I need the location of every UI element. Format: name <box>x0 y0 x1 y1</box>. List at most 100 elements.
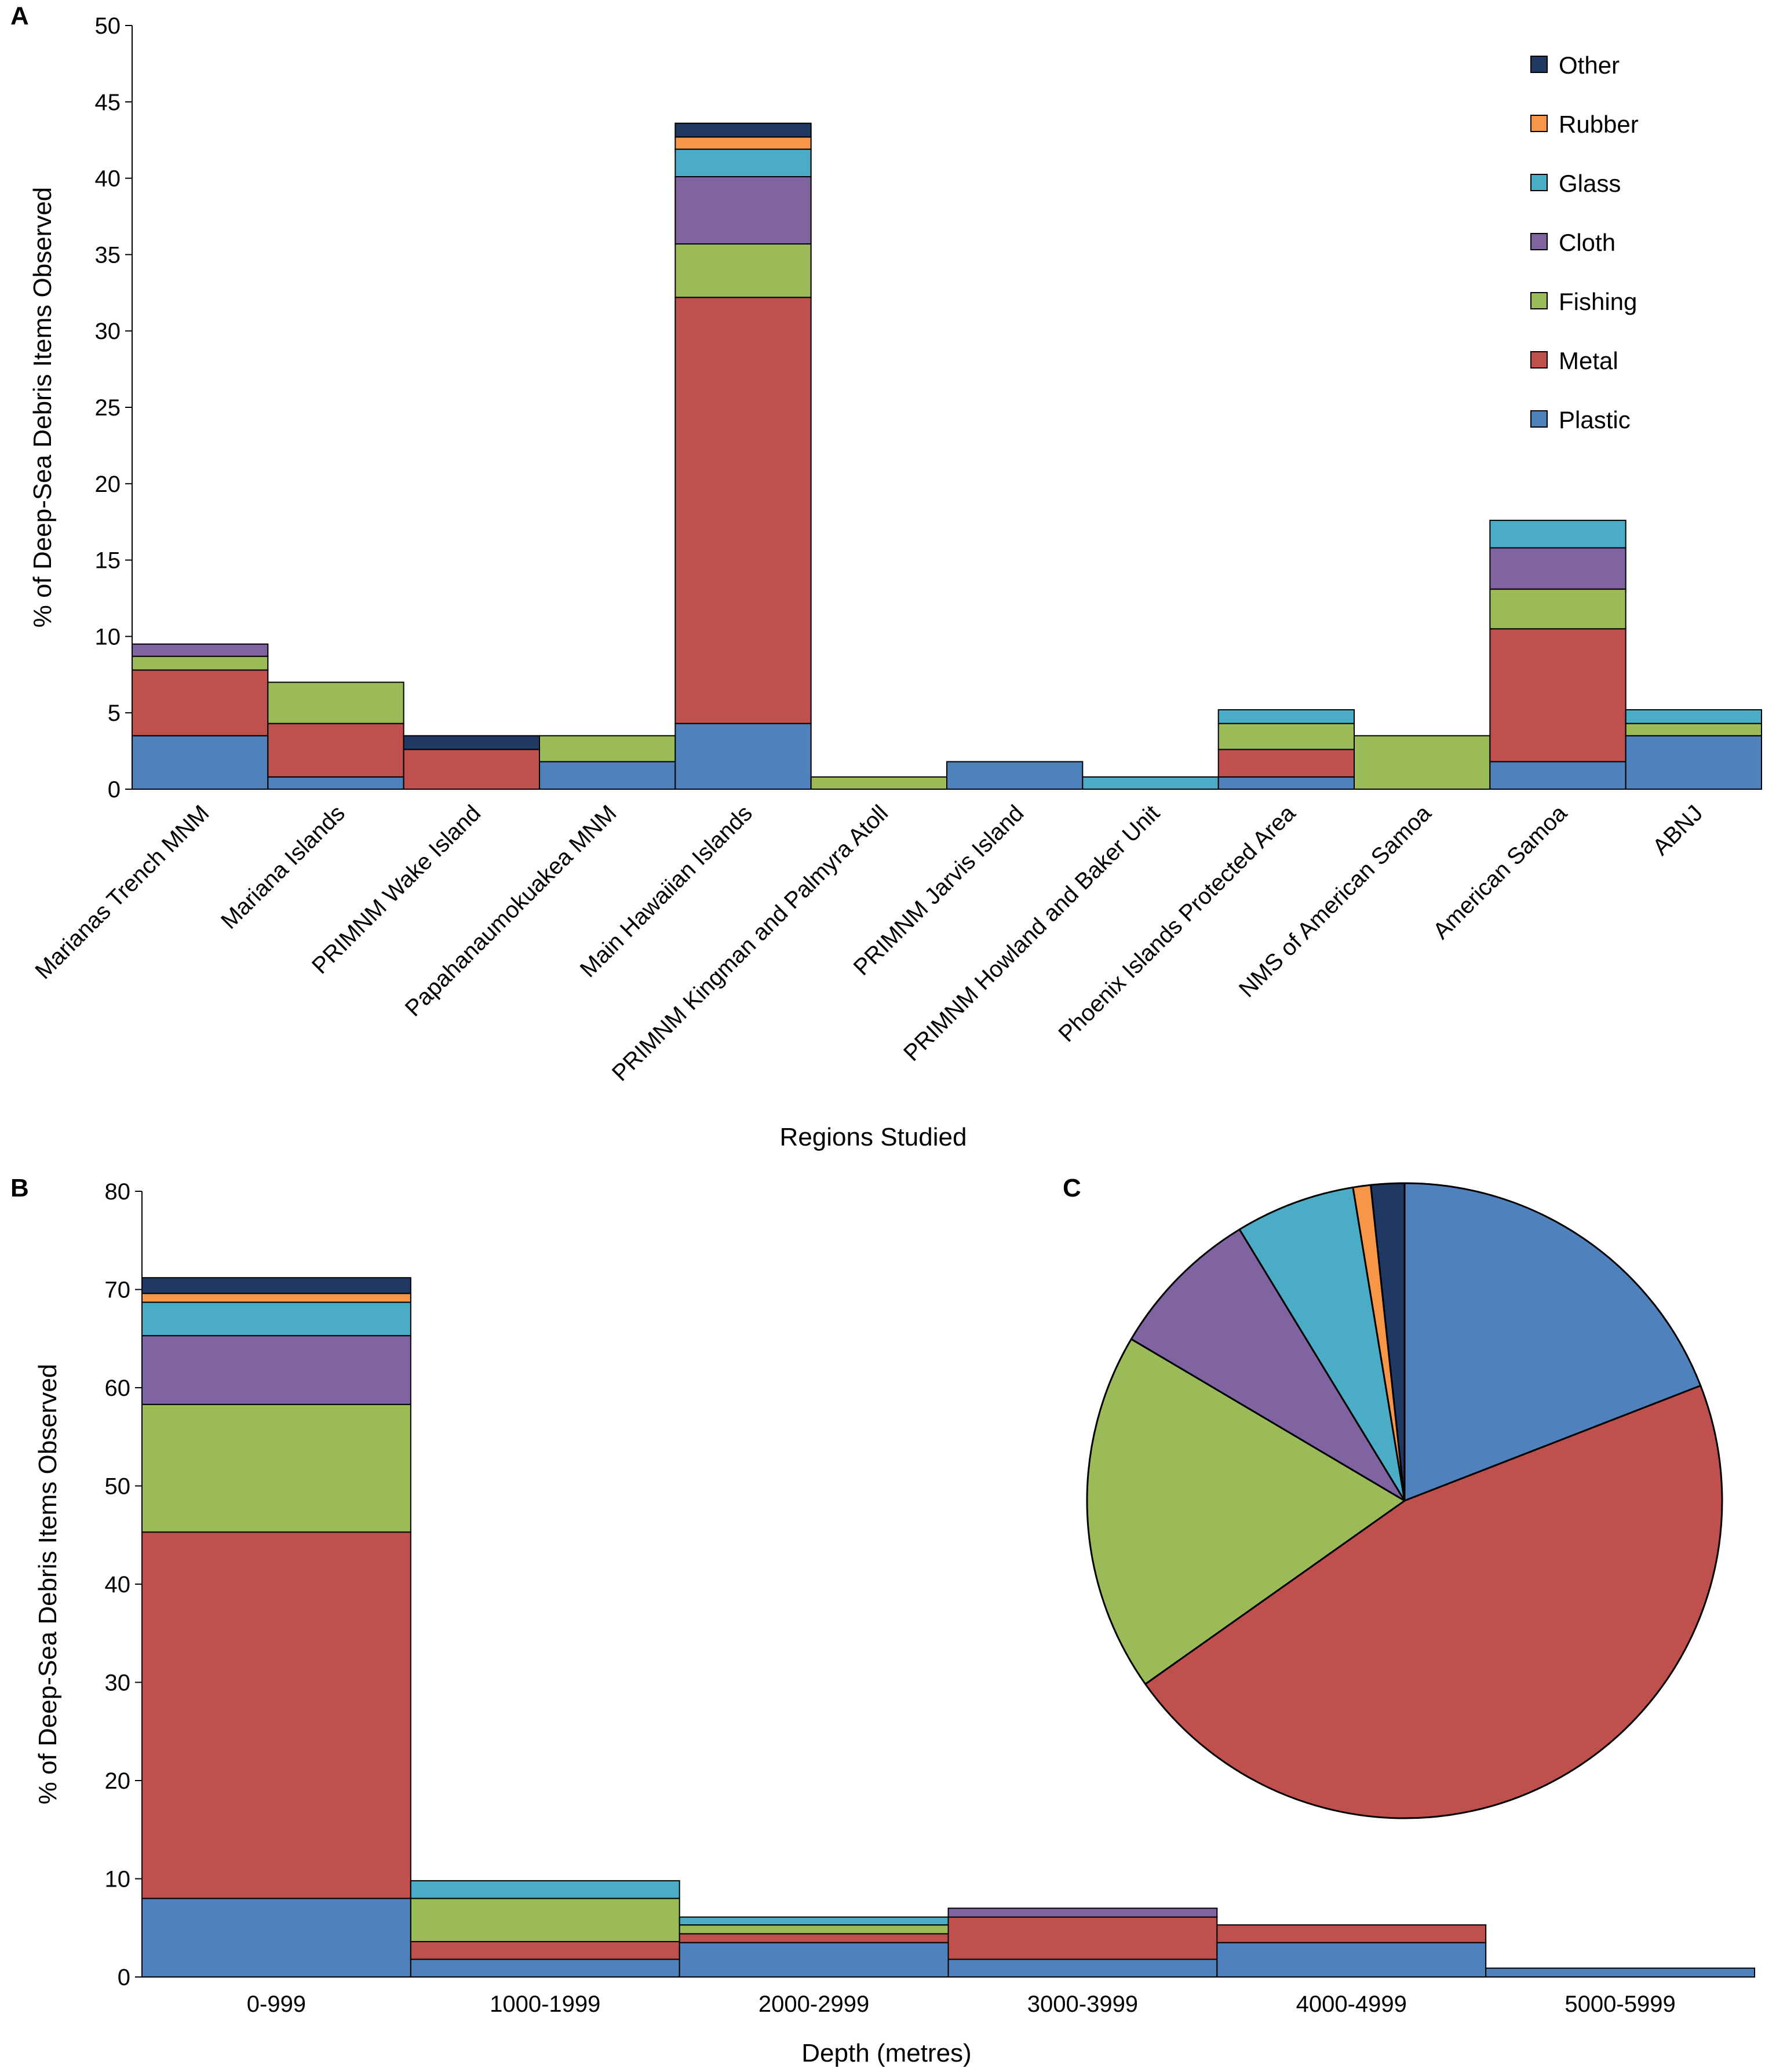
bar-marianas-trench-mnm-cloth <box>132 643 269 657</box>
y-tick-label: 20 <box>95 472 121 497</box>
legend-label-cloth: Cloth <box>1559 229 1616 256</box>
bar-primnm-jarvis-island-plastic <box>946 761 1084 790</box>
y-tick-label: 60 <box>105 1376 131 1401</box>
x-tick-label: ABNJ <box>1648 800 1708 860</box>
bar-3000-3999-cloth <box>947 1907 1218 1918</box>
bar-0-999-cloth <box>141 1335 411 1405</box>
bar-papahanaumokuakea-mnm-fishing <box>539 735 676 763</box>
y-tick-label: 50 <box>105 1474 131 1500</box>
pie-slice-plastic <box>1403 1182 1702 1502</box>
legend-swatch-glass <box>1530 174 1548 191</box>
bar-primnm-wake-island-metal <box>403 749 541 790</box>
y-tick-label: 30 <box>105 1670 131 1696</box>
panel-a: A 0 5 10 15 20 25 30 35 40 45 50 Marianas Trench M… <box>10 2 1763 1151</box>
legend-swatch-cloth <box>1530 233 1548 250</box>
bar-0-999-plastic <box>141 1898 411 1978</box>
bar-marianas-trench-mnm-fishing <box>132 655 269 671</box>
bar-nms-of-american-samoa-fishing <box>1354 735 1491 790</box>
x-tick-label: 1000-1999 <box>490 1991 600 2017</box>
x-tick-label: PRIMNM Howland and Baker Unit <box>899 800 1165 1066</box>
bar-0-999-glass <box>141 1301 411 1337</box>
bar-4000-4999-metal <box>1216 1924 1487 1943</box>
panel-c-letter: C <box>1063 1174 1081 1202</box>
legend-swatch-other <box>1530 56 1548 73</box>
panel-a-y-ticks: 0 5 10 15 20 25 30 35 40 45 50 <box>95 13 132 802</box>
panel-c-pie <box>1086 1182 1723 1819</box>
panel-a-x-ticks: Marianas Trench MNM Mariana Islands PRIMNM… <box>30 800 1708 1086</box>
panel-b-bars <box>141 1277 1756 1978</box>
legend-label-glass: Glass <box>1559 170 1621 197</box>
bar-main-hawaiian-islands-metal <box>674 297 812 724</box>
panel-b-y-axis-title: % of Deep-Sea Debris Items Observed <box>34 1364 62 1805</box>
bar-american-samoa-plastic <box>1489 761 1627 790</box>
bar-phoenix-islands-protected-area-metal <box>1217 749 1355 778</box>
bar-5000-5999-plastic <box>1485 1967 1756 1978</box>
x-tick-label: 2000-2999 <box>758 1991 869 2017</box>
y-tick-label: 0 <box>108 777 121 802</box>
pie-slice-other <box>1370 1182 1406 1502</box>
x-tick-label: 0-999 <box>247 1991 306 2017</box>
panel-b-x-ticks: 0-999 1000-1999 2000-2999 3000-3999 4000-499… <box>247 1991 1676 2017</box>
bar-american-samoa-fishing <box>1489 588 1627 630</box>
bar-2000-2999-metal <box>679 1933 949 1943</box>
y-tick-label: 15 <box>95 548 121 574</box>
y-tick-label: 5 <box>108 701 121 726</box>
bar-american-samoa-glass <box>1489 520 1627 549</box>
bar-american-samoa-cloth <box>1489 547 1627 590</box>
x-tick-label: Marianas Trench MNM <box>30 800 214 984</box>
legend-swatch-metal <box>1530 351 1548 369</box>
x-tick-label: PRIMNM Kingman and Palmyra Atoll <box>607 800 893 1086</box>
panel-b-x-axis-title: Depth (metres) <box>801 2039 971 2067</box>
x-tick-label: 5000-5999 <box>1565 1991 1675 2017</box>
panel-a-bars <box>132 122 1763 790</box>
legend-label-metal: Metal <box>1559 347 1618 374</box>
bar-marianas-trench-mnm-plastic <box>132 735 269 790</box>
bar-3000-3999-plastic <box>947 1958 1218 1978</box>
bar-1000-1999-fishing <box>410 1898 680 1942</box>
bar-american-samoa-metal <box>1489 628 1627 763</box>
y-tick-label: 40 <box>105 1572 131 1597</box>
x-tick-label: 3000-3999 <box>1027 1991 1138 2017</box>
bar-mariana-islands-metal <box>267 723 404 778</box>
panel-a-y-axis-title: % of Deep-Sea Debris Items Observed <box>28 187 57 628</box>
legend-swatch-fishing <box>1530 292 1548 309</box>
bar-phoenix-islands-protected-area-glass <box>1217 709 1355 724</box>
bar-main-hawaiian-islands-cloth <box>674 176 812 245</box>
panel-a-x-axis-title: Regions Studied <box>780 1123 967 1151</box>
y-tick-label: 35 <box>95 242 121 268</box>
y-tick-label: 50 <box>95 13 121 39</box>
x-tick-label: Papahanaumokuakea MNM <box>400 800 622 1022</box>
bar-abnj-fishing <box>1625 723 1763 736</box>
bar-0-999-metal <box>141 1531 411 1899</box>
bar-mariana-islands-plastic <box>267 776 404 790</box>
pie-slice-metal <box>1144 1384 1723 1819</box>
bar-1000-1999-plastic <box>410 1958 680 1978</box>
bar-2000-2999-fishing <box>679 1924 949 1935</box>
panel-b-letter: B <box>10 1174 29 1202</box>
y-tick-label: 45 <box>95 90 121 115</box>
bar-primnm-wake-island-other <box>403 735 541 750</box>
bar-2000-2999-glass <box>679 1916 949 1926</box>
bar-phoenix-islands-protected-area-plastic <box>1217 776 1355 790</box>
bar-4000-4999-plastic <box>1216 1942 1487 1978</box>
bar-main-hawaiian-islands-glass <box>674 148 812 177</box>
y-tick-label: 0 <box>118 1965 130 1990</box>
bar-3000-3999-metal <box>947 1916 1218 1960</box>
pie-slice-fishing <box>1086 1338 1406 1686</box>
bar-1000-1999-glass <box>410 1880 680 1899</box>
legend-label-fishing: Fishing <box>1559 288 1637 315</box>
panel-a-letter: A <box>10 2 29 30</box>
bar-1000-1999-metal <box>410 1940 680 1960</box>
bar-papahanaumokuakea-mnm-plastic <box>539 761 676 790</box>
bar-2000-2999-plastic <box>679 1942 949 1978</box>
bar-phoenix-islands-protected-area-fishing <box>1217 723 1355 750</box>
y-tick-label: 40 <box>95 166 121 192</box>
y-tick-label: 80 <box>105 1179 131 1205</box>
y-tick-label: 25 <box>95 395 121 421</box>
bar-main-hawaiian-islands-plastic <box>674 723 812 790</box>
bar-abnj-glass <box>1625 709 1763 724</box>
x-tick-label: American Samoa <box>1428 800 1573 944</box>
legend-label-plastic: Plastic <box>1559 406 1631 433</box>
panel-b: B 0 10 20 30 40 50 60 70 80 0-999 1000-1999 2000-2… <box>10 1174 1756 2067</box>
